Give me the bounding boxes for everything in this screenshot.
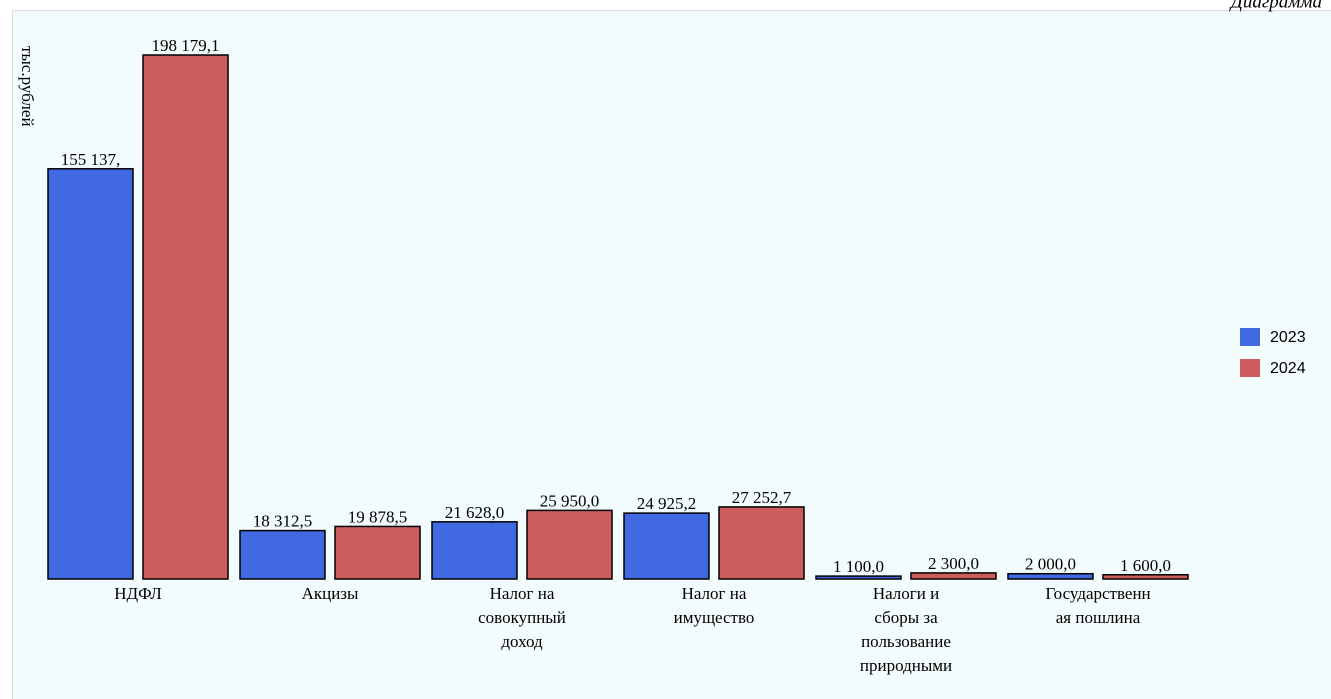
value-label: 2 300,0: [928, 554, 979, 573]
x-tick-label: Государственная пошлина: [1045, 584, 1151, 627]
value-label: 2 000,0: [1025, 555, 1076, 574]
x-tick-label: Налоги и сборы за пользование природными: [859, 584, 953, 675]
bar: [431, 521, 518, 580]
value-label: 198 179,1: [152, 36, 220, 55]
bar: [623, 512, 710, 580]
bar: [334, 525, 421, 580]
bar: [1007, 572, 1094, 580]
y-axis-label: тыс.рублей: [18, 46, 37, 127]
value-label: 1 600,0: [1120, 556, 1171, 575]
value-label: 21 628,0: [445, 503, 505, 522]
chart-area: [12, 10, 1331, 699]
value-label: 155 137,: [61, 150, 121, 169]
bar: [910, 572, 997, 580]
legend-swatch: [1240, 359, 1260, 377]
value-label: 1 100,0: [833, 557, 884, 576]
value-label: 25 950,0: [540, 491, 600, 510]
chart-title: Диаграмма: [1229, 0, 1322, 12]
legend-label: 2023: [1270, 329, 1306, 346]
bar: [718, 506, 805, 580]
legend-swatch: [1240, 328, 1260, 346]
value-label: 24 925,2: [637, 494, 697, 513]
bar: [526, 509, 613, 580]
bar: [1102, 574, 1189, 580]
value-label: 18 312,5: [253, 512, 313, 531]
legend-label: 2024: [1270, 360, 1306, 377]
x-tick-label: Налог на имущество: [673, 584, 755, 627]
bar: [47, 168, 134, 580]
x-tick-label: Налог на совокупный доход: [478, 584, 566, 651]
value-label: 27 252,7: [732, 488, 792, 507]
x-tick-label: Акцизы: [301, 584, 359, 603]
bar: [815, 575, 902, 580]
value-label: 19 878,5: [348, 507, 408, 526]
bar: [239, 529, 326, 580]
x-tick-label: НДФЛ: [114, 584, 162, 603]
bar: [142, 54, 229, 580]
